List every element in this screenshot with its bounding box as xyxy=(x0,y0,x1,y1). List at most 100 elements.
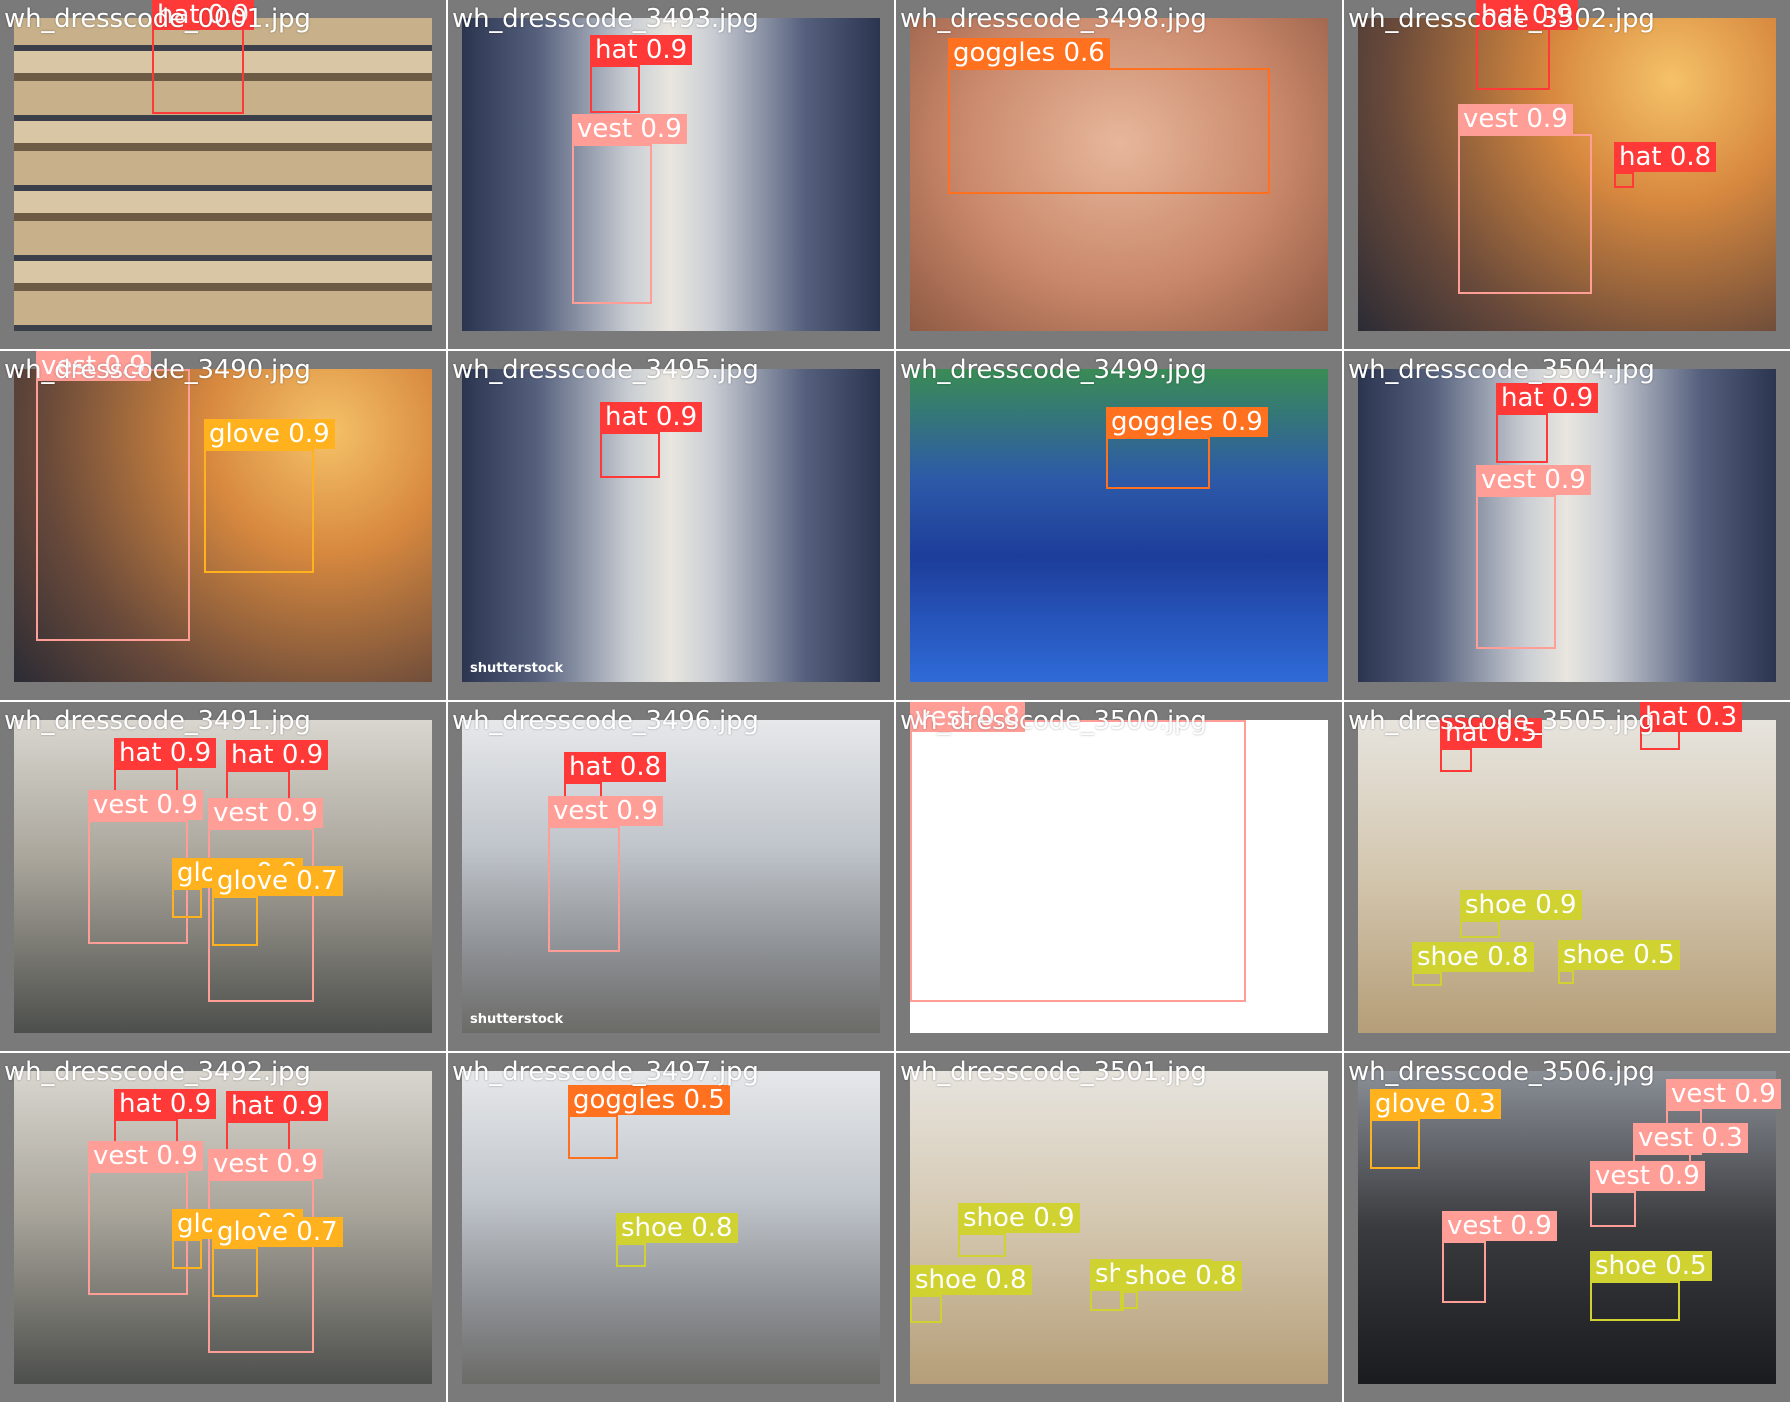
bbox-label-hat: hat 0.9 xyxy=(1496,383,1599,413)
bbox-shoe xyxy=(1120,1291,1138,1309)
bbox-hat xyxy=(1614,172,1634,188)
bbox-vest xyxy=(36,369,190,641)
result-tile: wh_dresscode_3492.jpg hat 0.9 hat 0.9 vest … xyxy=(0,1053,446,1402)
bbox-label-vest: vest 0.9 xyxy=(36,351,151,381)
bbox-vest xyxy=(1590,1191,1636,1227)
bbox-label-hat: hat 0.9 xyxy=(1476,0,1579,30)
bbox-shoe xyxy=(1558,970,1574,984)
bbox-label-goggles: goggles 0.6 xyxy=(948,38,1110,68)
bbox-label-hat: hat 0.9 xyxy=(114,738,217,768)
bbox-label-hat: hat 0.8 xyxy=(1614,142,1717,172)
bbox-label-glove: glove 0.3 xyxy=(1370,1089,1501,1119)
bbox-hat xyxy=(152,20,244,114)
bbox-label-vest: vest 0.9 xyxy=(1442,1211,1557,1241)
result-tile: wh_dresscode_3490.jpg vest 0.9 glove 0.9 xyxy=(0,351,446,700)
bbox-label-hat: hat 0.8 xyxy=(564,752,667,782)
bbox-vest xyxy=(572,144,652,304)
result-tile: wh_dresscode_3506.jpg glove 0.3 vest 0.9 ve… xyxy=(1344,1053,1790,1402)
bbox-label-shoe: shoe 0.8 xyxy=(1412,942,1534,972)
bbox-label-vest: vest 0.9 xyxy=(1590,1161,1705,1191)
scene-photo: shutterstock xyxy=(462,720,880,1033)
bbox-label-glove: glove 0.7 xyxy=(212,866,343,896)
scene-photo xyxy=(14,18,432,331)
bbox-hat xyxy=(1440,748,1472,772)
bbox-label-goggles: goggles 0.5 xyxy=(568,1085,730,1115)
bbox-label-shoe: shoe 0.8 xyxy=(1120,1261,1242,1291)
bbox-label-hat: hat 0.9 xyxy=(590,35,693,65)
result-tile: wh_dresscode_3497.jpg goggles 0.5 shoe 0.8 xyxy=(448,1053,894,1402)
result-tile: wh_dresscode_3493.jpg hat 0.9 vest 0.9 xyxy=(448,0,894,349)
bbox-shoe xyxy=(910,1295,942,1323)
image-filename: wh_dresscode_3506.jpg xyxy=(1348,1057,1655,1087)
image-filename: wh_dresscode_3497.jpg xyxy=(452,1057,759,1087)
watermark: shutterstock xyxy=(470,661,564,676)
scene-photo xyxy=(462,18,880,331)
result-tile: wh_dresscode_3505.jpg hat 0.5 hat 0.3 shoe … xyxy=(1344,702,1790,1051)
image-filename: wh_dresscode_3491.jpg xyxy=(4,706,311,736)
bbox-vest xyxy=(1458,134,1592,294)
bbox-vest xyxy=(548,826,620,952)
bbox-label-vest: vest 0.9 xyxy=(1476,465,1591,495)
image-filename: wh_dresscode_3502.jpg xyxy=(1348,4,1655,34)
bbox-shoe xyxy=(1460,920,1500,938)
bbox-label-vest: vest 0.3 xyxy=(1633,1123,1748,1153)
bbox-shoe xyxy=(958,1233,1006,1257)
image-filename: wh_dresscode_3496.jpg xyxy=(452,706,759,736)
bbox-glove xyxy=(212,896,258,946)
bbox-hat xyxy=(590,65,640,113)
bbox-shoe xyxy=(1590,1281,1680,1321)
bbox-vest xyxy=(208,828,314,1002)
scene-photo xyxy=(910,720,1328,1033)
bbox-shoe xyxy=(616,1243,646,1267)
image-filename: wh_dresscode_3504.jpg xyxy=(1348,355,1655,385)
result-tile: wh_dresscode_3502.jpg hat 0.9 vest 0.9 hat … xyxy=(1344,0,1790,349)
image-filename: wh_dresscode_3505.jpg xyxy=(1348,706,1655,736)
image-filename: wh_dresscode_3501.jpg xyxy=(900,1057,1207,1087)
bbox-vest xyxy=(1476,495,1556,649)
bbox-label-shoe: shoe 0.5 xyxy=(1558,940,1680,970)
bbox-goggles xyxy=(1106,437,1210,489)
bbox-glove xyxy=(204,449,314,573)
bbox-glove xyxy=(1370,1119,1420,1169)
watermark: shutterstock xyxy=(470,1012,564,1027)
bbox-label-vest: vest 0.9 xyxy=(208,1149,323,1179)
bbox-label-shoe: shoe 0.9 xyxy=(1460,890,1582,920)
bbox-label-hat: hat 0.9 xyxy=(600,402,703,432)
scene-photo xyxy=(1358,369,1776,682)
result-tile: wh_dresscode_3499.jpg goggles 0.9 xyxy=(896,351,1342,700)
image-filename: wh_dresscode_3492.jpg xyxy=(4,1057,311,1087)
result-tile: wh_dresscode_3504.jpg hat 0.9 vest 0.9 xyxy=(1344,351,1790,700)
result-tile: wh_dresscode_0001.jpg hat 0.9 xyxy=(0,0,446,349)
bbox-label-vest: vest 0.9 xyxy=(208,798,323,828)
bbox-label-shoe: shoe 0.9 xyxy=(958,1203,1080,1233)
bbox-label-glove: glove 0.7 xyxy=(212,1217,343,1247)
bbox-label-vest: vest 0.9 xyxy=(1666,1079,1781,1109)
bbox-label-hat: hat 0.9 xyxy=(226,740,329,770)
bbox-label-hat: hat 0.5 xyxy=(1440,718,1543,748)
bbox-hat xyxy=(1496,413,1548,463)
bbox-shoe xyxy=(1412,972,1442,986)
bbox-vest xyxy=(1442,1241,1486,1303)
bbox-goggles xyxy=(948,68,1270,194)
bbox-glove xyxy=(172,1239,202,1269)
bbox-label-vest: vest 0.9 xyxy=(1458,104,1573,134)
result-tile: wh_dresscode_3491.jpg hat 0.9 hat 0.9 vest … xyxy=(0,702,446,1051)
bbox-label-vest: vest 0.9 xyxy=(572,114,687,144)
bbox-label-hat: hat 0.9 xyxy=(226,1091,329,1121)
scene-photo xyxy=(1358,720,1776,1033)
bbox-label-hat: hat 0.9 xyxy=(114,1089,217,1119)
bbox-label-vest: vest 0.9 xyxy=(88,790,203,820)
image-filename: wh_dresscode_3493.jpg xyxy=(452,4,759,34)
bbox-hat xyxy=(600,432,660,478)
image-filename: wh_dresscode_3490.jpg xyxy=(4,355,311,385)
bbox-label-vest: vest 0.9 xyxy=(88,1141,203,1171)
image-filename: wh_dresscode_3500.jpg xyxy=(900,706,1207,736)
image-filename: wh_dresscode_3498.jpg xyxy=(900,4,1207,34)
bbox-label-shoe: shoe 0.8 xyxy=(910,1265,1032,1295)
bbox-label-shoe: shoe 0.8 xyxy=(616,1213,738,1243)
bbox-shoe xyxy=(1090,1289,1124,1311)
